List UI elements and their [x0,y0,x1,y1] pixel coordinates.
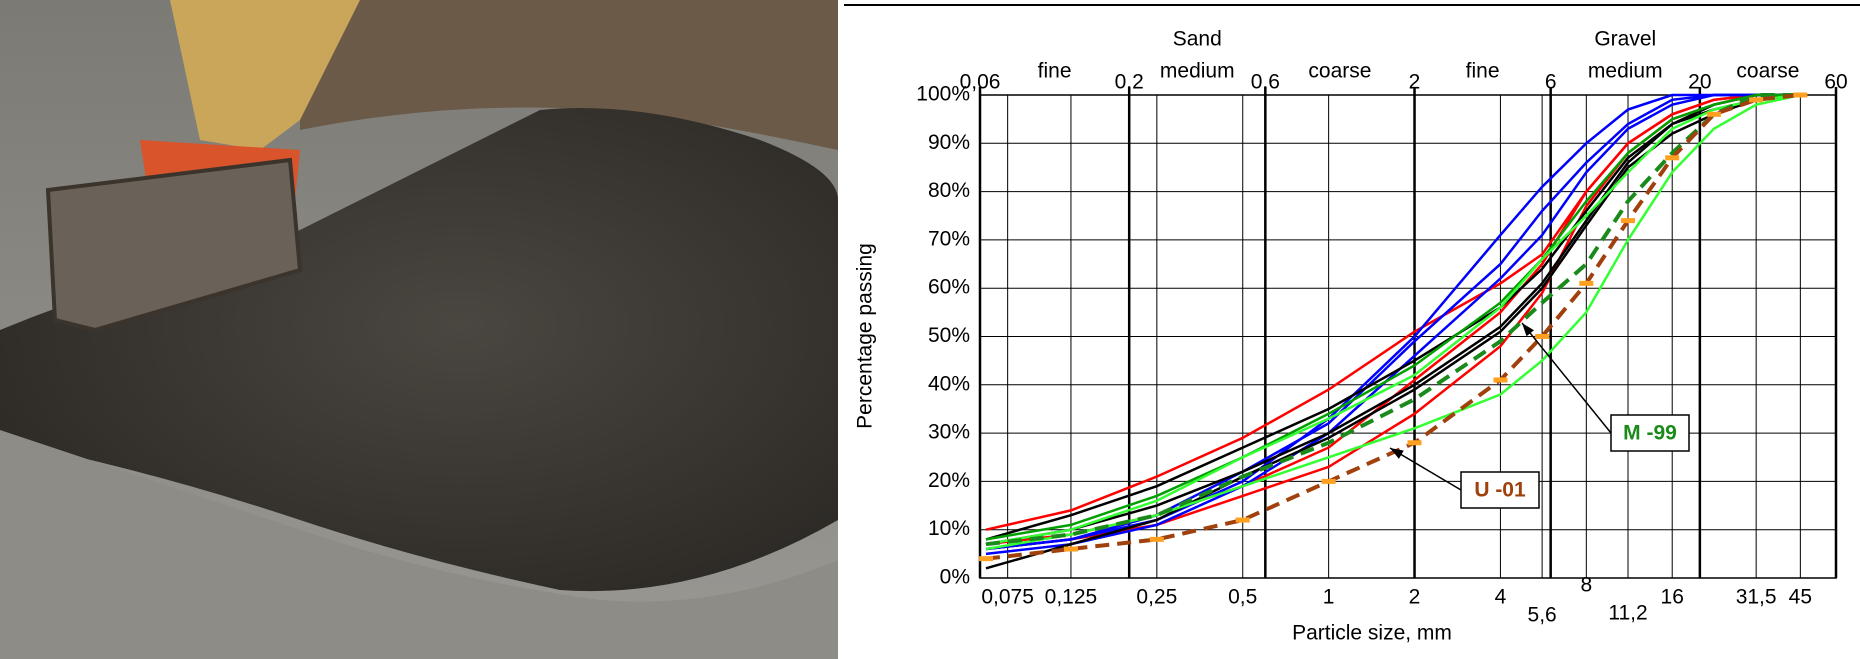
photo-bucket [45,157,303,333]
y-tick-label: 40% [928,372,970,395]
series-line [985,93,1801,547]
photo-scrap [300,0,838,150]
plot-frame [979,94,1837,579]
fraction-label: fine [1466,60,1500,83]
photo [0,0,838,659]
x2-tick-label: 0,6 [1251,71,1280,94]
callout-arrow [1389,447,1462,491]
x-axis-title: Particle size, mm [1292,622,1452,645]
y-axis-title: Percentage passing [854,243,877,429]
x2-tick-label: 0,2 [1115,71,1144,94]
callout-text: M -99 [1623,422,1677,445]
y-tick-label: 80% [928,179,970,202]
y-tick-label: 90% [928,131,970,154]
x-tick-label: 0,125 [1045,586,1098,609]
fraction-label: medium [1588,60,1663,83]
group-label: Gravel [1594,28,1656,51]
group-label: Sand [1173,28,1222,51]
x-tick-label: 4 [1495,586,1507,609]
photo-gravel [0,430,838,659]
series-line [985,93,1801,546]
y-tick-label: 50% [928,324,970,347]
y-tick-label: 0% [940,566,970,589]
y-tick-label: 100% [916,83,970,106]
callout-arrowhead [1390,448,1404,459]
x-tick-label: 5,6 [1528,604,1557,627]
x-tick-label: 31,5 [1736,586,1777,609]
x-tick-label: 11,2 [1608,602,1647,625]
series-line [985,93,1801,546]
x2-tick-label: 20 [1688,71,1711,94]
x2-tick-label: 6 [1545,71,1557,94]
y-tick-label: 10% [928,517,970,540]
x2-tick-label: 2 [1409,71,1421,94]
y-tick-label: 20% [928,469,970,492]
fraction-label: coarse [1736,60,1799,83]
fraction-label: fine [1038,60,1072,83]
x-tick-label: 16 [1661,586,1684,609]
x-tick-label: 8 [1580,574,1592,597]
series-line [985,93,1801,546]
y-tick-label: 30% [928,421,970,444]
x-tick-label: 0,25 [1136,586,1177,609]
photo-excavator-arm [170,0,360,150]
photo-soil-pile [0,108,838,592]
y-tick-label: 60% [928,276,970,299]
x-tick-label: 0,5 [1228,586,1257,609]
series-line [985,93,1801,541]
callout-box [1610,414,1690,452]
x-tick-label: 1 [1323,586,1335,609]
fraction-label: medium [1160,60,1235,83]
x-tick-label: 2 [1409,586,1421,609]
y-tick-label: 70% [928,227,970,250]
callout-text: U -01 [1474,479,1526,502]
callout-arrowhead [1522,323,1535,337]
plot: 0% 10% 20% 30% 40% 50% 60% 70% 80% 90% 100% 0,075 0,… [916,28,1847,627]
x-tick-label: 0,075 [981,586,1034,609]
fraction-label: coarse [1308,60,1371,83]
x2-tick-label: 0,06 [960,71,1001,94]
series-line [985,93,1801,556]
callout-box [1460,471,1540,509]
x2-tick-label: 60 [1824,71,1847,94]
callout-arrow [1521,322,1612,434]
x-tick-label: 45 [1789,586,1812,609]
series-line [985,93,1801,561]
series-line [985,93,1801,541]
series-line [985,93,1801,570]
